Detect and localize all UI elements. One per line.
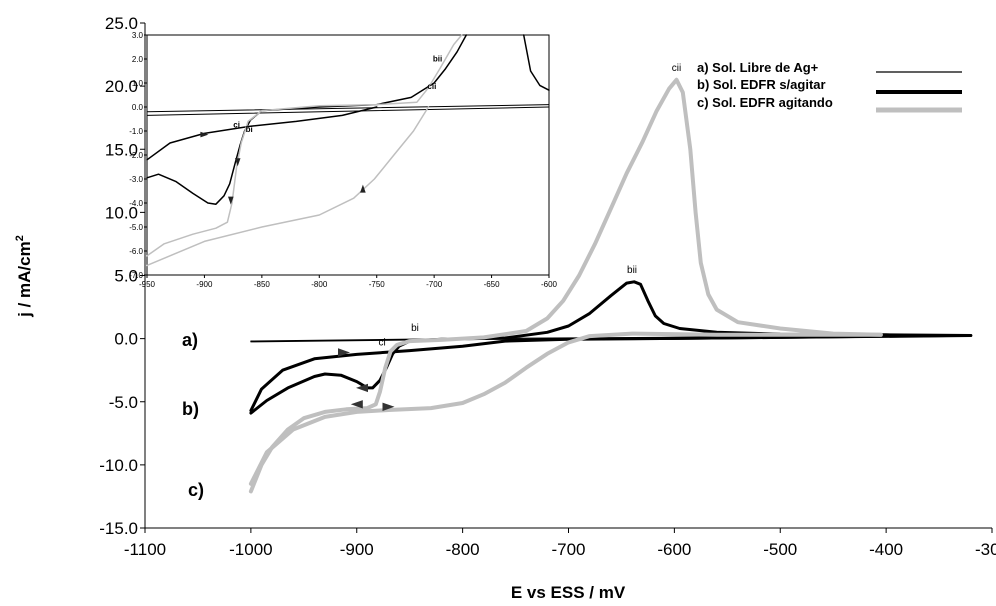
main-y-tick-label: 20.0: [105, 77, 138, 96]
y-axis-title-superscript: 2: [14, 235, 26, 241]
main-peak-label-ci: ci: [379, 338, 386, 349]
main-y-tick-label: 25.0: [105, 14, 138, 33]
inset-x-tick-label: -700: [426, 280, 443, 289]
main-y-tick-label: 5.0: [114, 267, 138, 286]
legend-label-b: b) Sol. EDFR s/agitar: [697, 77, 826, 92]
main-direction-arrow-left: [350, 400, 363, 409]
inset-y-tick-label: 3.0: [132, 31, 144, 40]
inset-y-tick-label: -5.0: [129, 223, 143, 232]
main-x-tick-label: -300: [975, 540, 996, 559]
main-peak-label-bi: bi: [411, 323, 419, 334]
inset-peak-label-bi: bi: [246, 125, 253, 134]
inset-series-b-line: [146, 106, 378, 161]
inset-series-a-line: [146, 104, 550, 113]
main-x-tick-label: -900: [340, 540, 374, 559]
inset-x-tick-label: -900: [196, 280, 213, 289]
main-y-tick-label: 0.0: [114, 330, 138, 349]
main-annotations: bii cii bi ci: [379, 63, 682, 349]
inset-direction-arrow-down: [228, 196, 234, 205]
main-y-tick-label: 15.0: [105, 140, 138, 159]
inset-direction-arrows: [200, 131, 366, 205]
main-series-group: [248, 77, 973, 494]
y-axis-title: j / mA/cm2: [14, 235, 34, 318]
inset-direction-arrow-down: [234, 158, 241, 167]
curve-label-c: c): [188, 480, 204, 500]
inset-x-tick-label: -850: [254, 280, 271, 289]
main-series-c-line: [248, 331, 883, 486]
inset-y-tick-label: -3.0: [129, 175, 143, 184]
inset-x-tick-label: -950: [139, 280, 156, 289]
main-x-tick-label: -600: [657, 540, 691, 559]
curve-label-a: a): [182, 330, 198, 350]
inset-series-group: [146, 34, 550, 267]
curve-label-b: b): [182, 399, 199, 419]
inset-direction-arrow-right: [200, 131, 209, 138]
main-x-tick-label: -800: [446, 540, 480, 559]
inset-chart: -950 -900 -850 -800 -750 -700 -650 -600 -7.0 -6.0…: [129, 31, 557, 289]
main-x-tick-label: -400: [869, 540, 903, 559]
x-axis-title: E vs ESS / mV: [511, 583, 626, 602]
main-peak-label-bii: bii: [627, 265, 637, 276]
inset-series-c-line: [146, 34, 463, 257]
inset-y-tick-label: -7.0: [129, 271, 143, 280]
curve-labels: a) b) c): [182, 330, 204, 500]
main-direction-arrow-right: [382, 402, 395, 411]
inset-x-tick-label: -750: [369, 280, 386, 289]
main-series-b-line: [249, 334, 973, 413]
main-y-tick-label: -15.0: [99, 519, 138, 538]
main-series-b-line: [249, 280, 973, 415]
main-direction-arrow-left: [356, 383, 368, 393]
inset-y-tick-label: -4.0: [129, 199, 143, 208]
legend: a) Sol. Libre de Ag+ b) Sol. EDFR s/agit…: [697, 60, 962, 113]
inset-series-c-line: [146, 106, 430, 267]
inset-y-tick-label: -1.0: [129, 127, 143, 136]
inset-peak-label-cii: cii: [427, 82, 436, 91]
inset-x-tick-label: -800: [311, 280, 328, 289]
main-y-tick-label: -5.0: [109, 393, 138, 412]
inset-x-tick-label: -600: [541, 280, 558, 289]
inset-series-b-line: [522, 34, 550, 91]
main-axes: -1100 -1000 -900 -800 -700 -600 -500 -400 -300 -1…: [99, 14, 996, 559]
main-y-tick-label: -10.0: [99, 456, 138, 475]
main-y-tick-label: 10.0: [105, 203, 138, 222]
inset-y-tick-label: -2.0: [129, 151, 143, 160]
inset-peak-label-ci: ci: [233, 120, 240, 129]
main-x-tick-label: -700: [551, 540, 585, 559]
inset-y-tick-label: 2.0: [132, 55, 144, 64]
main-x-tick-label: -1100: [124, 540, 166, 559]
main-x-tick-label: -1000: [229, 540, 272, 559]
inset-peak-label-bii: bii: [433, 54, 442, 63]
main-direction-arrow-right: [338, 348, 350, 357]
inset-y-tick-label: 0.0: [132, 103, 144, 112]
main-direction-arrows: [338, 348, 395, 411]
y-axis-title-text: j / mA/cm: [15, 241, 34, 318]
legend-label-c: c) Sol. EDFR agitando: [697, 95, 833, 110]
main-series-c-line: [248, 77, 883, 494]
inset-series-a-line: [146, 106, 550, 116]
inset-frame: [146, 34, 550, 276]
main-peak-label-cii: cii: [672, 63, 681, 74]
inset-y-tick-label: -6.0: [129, 247, 143, 256]
main-x-tick-label: -500: [763, 540, 797, 559]
inset-axes: -950 -900 -850 -800 -750 -700 -650 -600 -7.0 -6.0…: [129, 31, 557, 289]
inset-direction-arrow-up: [360, 184, 366, 193]
inset-y-tick-label: 1.0: [132, 79, 144, 88]
legend-label-a: a) Sol. Libre de Ag+: [697, 60, 819, 75]
inset-x-tick-label: -650: [484, 280, 501, 289]
